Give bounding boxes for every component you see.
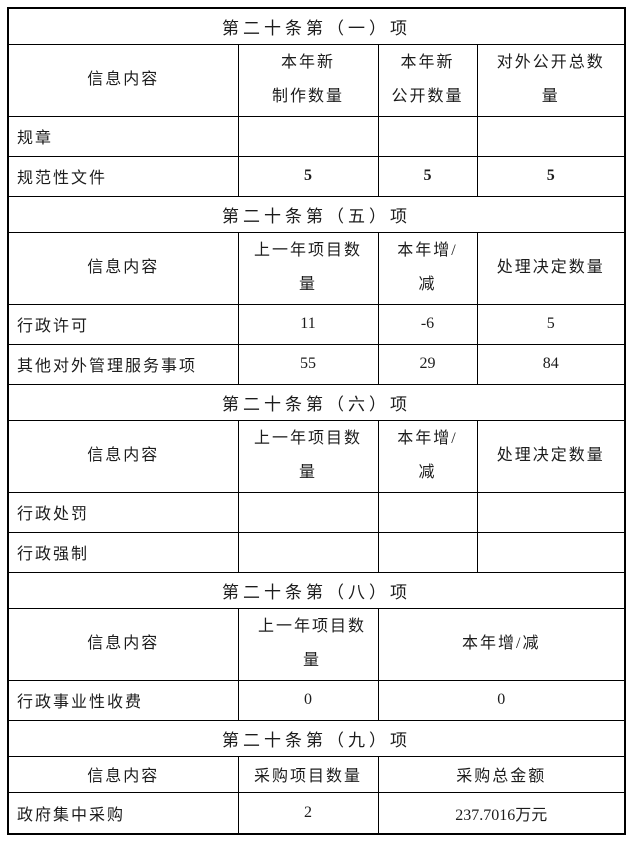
cell-value (476, 531, 626, 573)
cell-value: 5 (377, 155, 478, 197)
column-header-info-content: 信息内容 (7, 419, 239, 493)
cell-value: 55 (237, 343, 379, 385)
column-header-decisions-count: 处理决定数量 (476, 231, 626, 305)
cell-value (476, 491, 626, 533)
cell-value: 11 (237, 303, 379, 345)
column-header-last-year-count: 上一年项目数 量 (237, 419, 379, 493)
table-row-normative-documents: 规范性文件 5 5 5 (7, 155, 626, 197)
column-header-procurement-count: 采购项目数量 (237, 755, 379, 793)
cell-value: 5 (237, 155, 379, 197)
column-header-new-disclosed: 本年新 公开数量 (377, 43, 478, 117)
table-row-admin-penalty: 行政处罚 (7, 491, 626, 533)
row-label: 行政处罚 (7, 491, 239, 533)
row-label: 其他对外管理服务事项 (7, 343, 239, 385)
column-header-year-change: 本年增/ 减 (377, 231, 478, 305)
column-header-last-year-count: 上一年项目数 量 (237, 607, 379, 681)
cell-value: 2 (237, 791, 379, 835)
table-row-admin-coercion: 行政强制 (7, 531, 626, 573)
cell-value: 84 (476, 343, 626, 385)
cell-value: 0 (237, 679, 379, 721)
cell-value (476, 115, 626, 157)
table-row-admin-fees: 行政事业性收费 0 0 (7, 679, 626, 721)
section-title-item9: 第二十条第（九）项 (7, 719, 626, 757)
column-header-year-change: 本年增/减 (377, 607, 626, 681)
table-row-regulations: 规章 (7, 115, 626, 157)
column-header-last-year-count: 上一年项目数 量 (237, 231, 379, 305)
cell-value (237, 531, 379, 573)
column-header-new-produced: 本年新 制作数量 (237, 43, 379, 117)
row-label: 政府集中采购 (7, 791, 239, 835)
cell-value (237, 115, 379, 157)
column-header-info-content: 信息内容 (7, 231, 239, 305)
column-header-info-content: 信息内容 (7, 755, 239, 793)
column-header-decisions-count: 处理决定数量 (476, 419, 626, 493)
cell-value: -6 (377, 303, 478, 345)
cell-value (377, 491, 478, 533)
column-header-total-disclosed: 对外公开总数 量 (476, 43, 626, 117)
section-title-item5: 第二十条第（五）项 (7, 195, 626, 233)
article20-report-table: 第二十条第（一）项 信息内容 本年新 制作数量 本年新 公开数量 对外公开总数 … (7, 7, 626, 835)
row-label: 行政许可 (7, 303, 239, 345)
cell-value: 0 (377, 679, 626, 721)
cell-value (237, 491, 379, 533)
column-header-year-change: 本年增/ 减 (377, 419, 478, 493)
column-header-info-content: 信息内容 (7, 607, 239, 681)
cell-value: 5 (476, 155, 626, 197)
table-row-admin-licensing: 行政许可 11 -6 5 (7, 303, 626, 345)
cell-value: 29 (377, 343, 478, 385)
row-label: 行政强制 (7, 531, 239, 573)
row-label: 规范性文件 (7, 155, 239, 197)
cell-value (377, 531, 478, 573)
row-label: 规章 (7, 115, 239, 157)
column-header-procurement-total: 采购总金额 (377, 755, 626, 793)
table-row-other-services: 其他对外管理服务事项 55 29 84 (7, 343, 626, 385)
cell-value (377, 115, 478, 157)
row-label: 行政事业性收费 (7, 679, 239, 721)
section-title-item8: 第二十条第（八）项 (7, 571, 626, 609)
table-row-centralized-procurement: 政府集中采购 2 237.7016万元 (7, 791, 626, 835)
section-title-item1: 第二十条第（一）项 (7, 7, 626, 45)
cell-value: 5 (476, 303, 626, 345)
column-header-info-content: 信息内容 (7, 43, 239, 117)
section-title-item6: 第二十条第（六）项 (7, 383, 626, 421)
cell-value: 237.7016万元 (377, 791, 626, 835)
